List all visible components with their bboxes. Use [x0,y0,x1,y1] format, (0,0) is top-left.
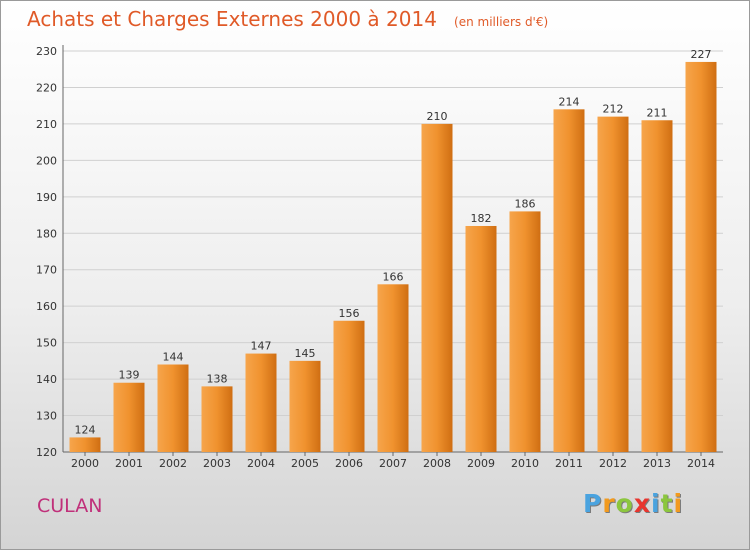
y-tick-label: 120 [36,446,57,459]
bar-2003 [201,386,233,452]
bar-2000 [69,437,101,452]
value-label-2003: 138 [207,372,228,385]
y-tick-label: 130 [36,410,57,423]
y-tick-label: 180 [36,227,57,240]
bar-2010 [509,211,541,452]
x-tick-label-2002: 2002 [159,457,187,470]
chart-title: Achats et Charges Externes 2000 à 2014 [27,7,437,31]
y-tick-label: 190 [36,191,57,204]
bar-2012 [597,116,629,453]
x-tick-label-2014: 2014 [687,457,715,470]
value-label-2000: 124 [75,423,96,436]
chart-title-block: Achats et Charges Externes 2000 à 2014 (… [27,7,548,31]
logo-letter: o [615,489,634,518]
x-tick-label-2013: 2013 [643,457,671,470]
x-tick-label-2012: 2012 [599,457,627,470]
bar-2008 [421,123,453,452]
y-tick-label: 160 [36,300,57,313]
bar-2007 [377,284,409,452]
value-label-2013: 211 [647,106,668,119]
y-tick-label: 210 [36,118,57,131]
logo-letter: P [583,489,603,518]
value-label-2002: 144 [163,351,184,364]
value-label-2004: 147 [251,340,272,353]
value-label-2001: 139 [119,369,140,382]
bar-2013 [641,120,673,452]
proxiti-logo: Proxiti [583,489,683,518]
logo-letter: x [633,489,651,518]
value-label-2011: 214 [559,95,580,108]
x-tick-label-2006: 2006 [335,457,363,470]
y-tick-label: 220 [36,81,57,94]
value-label-2010: 186 [515,197,536,210]
bar-2005 [289,360,321,452]
bar-2006 [333,320,365,452]
y-tick-label: 230 [36,45,57,58]
x-tick-label-2010: 2010 [511,457,539,470]
x-tick-label-2009: 2009 [467,457,495,470]
x-tick-label-2001: 2001 [115,457,143,470]
value-label-2012: 212 [603,103,624,116]
value-label-2006: 156 [339,307,360,320]
x-tick-label-2007: 2007 [379,457,407,470]
bar-2014 [685,61,717,452]
y-tick-label: 200 [36,154,57,167]
chart-subtitle: (en milliers d'€) [454,15,549,29]
y-tick-label: 150 [36,337,57,350]
label-layer: 120 130 140 150 160 170 180 190 200 210 220 230 124 2… [36,45,715,470]
x-tick-label-2000: 2000 [71,457,99,470]
x-tick-label-2008: 2008 [423,457,451,470]
place-name: CULAN [37,495,103,517]
bar-2002 [157,364,189,452]
bar-2001 [113,382,145,452]
y-tick-label: 170 [36,264,57,277]
logo-letter: i [651,489,661,518]
logo-letter: r [602,489,616,518]
x-tick-label-2003: 2003 [203,457,231,470]
bar-layer [69,61,717,453]
bar-2011 [553,109,585,452]
value-label-2007: 166 [383,270,404,283]
value-label-2005: 145 [295,347,316,360]
logo-letter: i [673,489,684,518]
value-label-2014: 227 [691,48,712,61]
y-tick-label: 140 [36,373,57,386]
bar-2004 [245,353,277,452]
value-label-2009: 182 [471,212,492,225]
logo-letter: t [660,489,674,518]
x-tick-label-2005: 2005 [291,457,319,470]
value-label-2008: 210 [427,110,448,123]
bar-2009 [465,225,497,452]
x-tick-label-2004: 2004 [247,457,275,470]
x-tick-label-2011: 2011 [555,457,583,470]
